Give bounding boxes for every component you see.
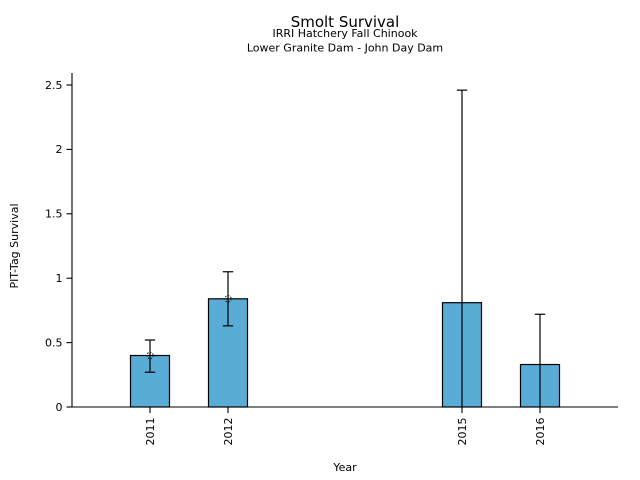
point-marker-2011 <box>146 351 154 360</box>
x-tick-label-2012: 2012 <box>222 418 235 446</box>
point-marker-2012 <box>224 295 232 303</box>
y-tick-label-2.5: 2.5 <box>45 79 63 92</box>
chart-title: Smolt Survival <box>291 13 400 31</box>
chart-subtitle-line1: IRRI Hatchery Fall Chinook <box>272 27 418 40</box>
x-tick-label-group-2016: 2016 <box>534 418 547 446</box>
plot-area: 0 0.5 1 1.5 2 2.5 2011 2012 2015 2016 <box>45 73 618 446</box>
x-tick-label-group-2015: 2015 <box>456 418 469 446</box>
y-axis-label: PIT-Tag Survival <box>8 203 21 288</box>
y-tick-label-2: 2 <box>56 143 63 156</box>
x-tick-label-group-2012: 2012 <box>222 418 235 446</box>
y-tick-label-1: 1 <box>56 272 63 285</box>
x-tick-label-2015: 2015 <box>456 418 469 446</box>
x-tick-label-group-2011: 2011 <box>144 418 157 446</box>
x-tick-label-2016: 2016 <box>534 418 547 446</box>
x-axis-label: Year <box>332 461 357 474</box>
y-tick-label-1.5: 1.5 <box>45 208 63 221</box>
y-tick-label-0.5: 0.5 <box>45 336 63 349</box>
chart-subtitle-line2: Lower Granite Dam - John Day Dam <box>247 42 443 55</box>
x-tick-label-2011: 2011 <box>144 418 157 446</box>
y-tick-label-0: 0 <box>56 401 63 414</box>
